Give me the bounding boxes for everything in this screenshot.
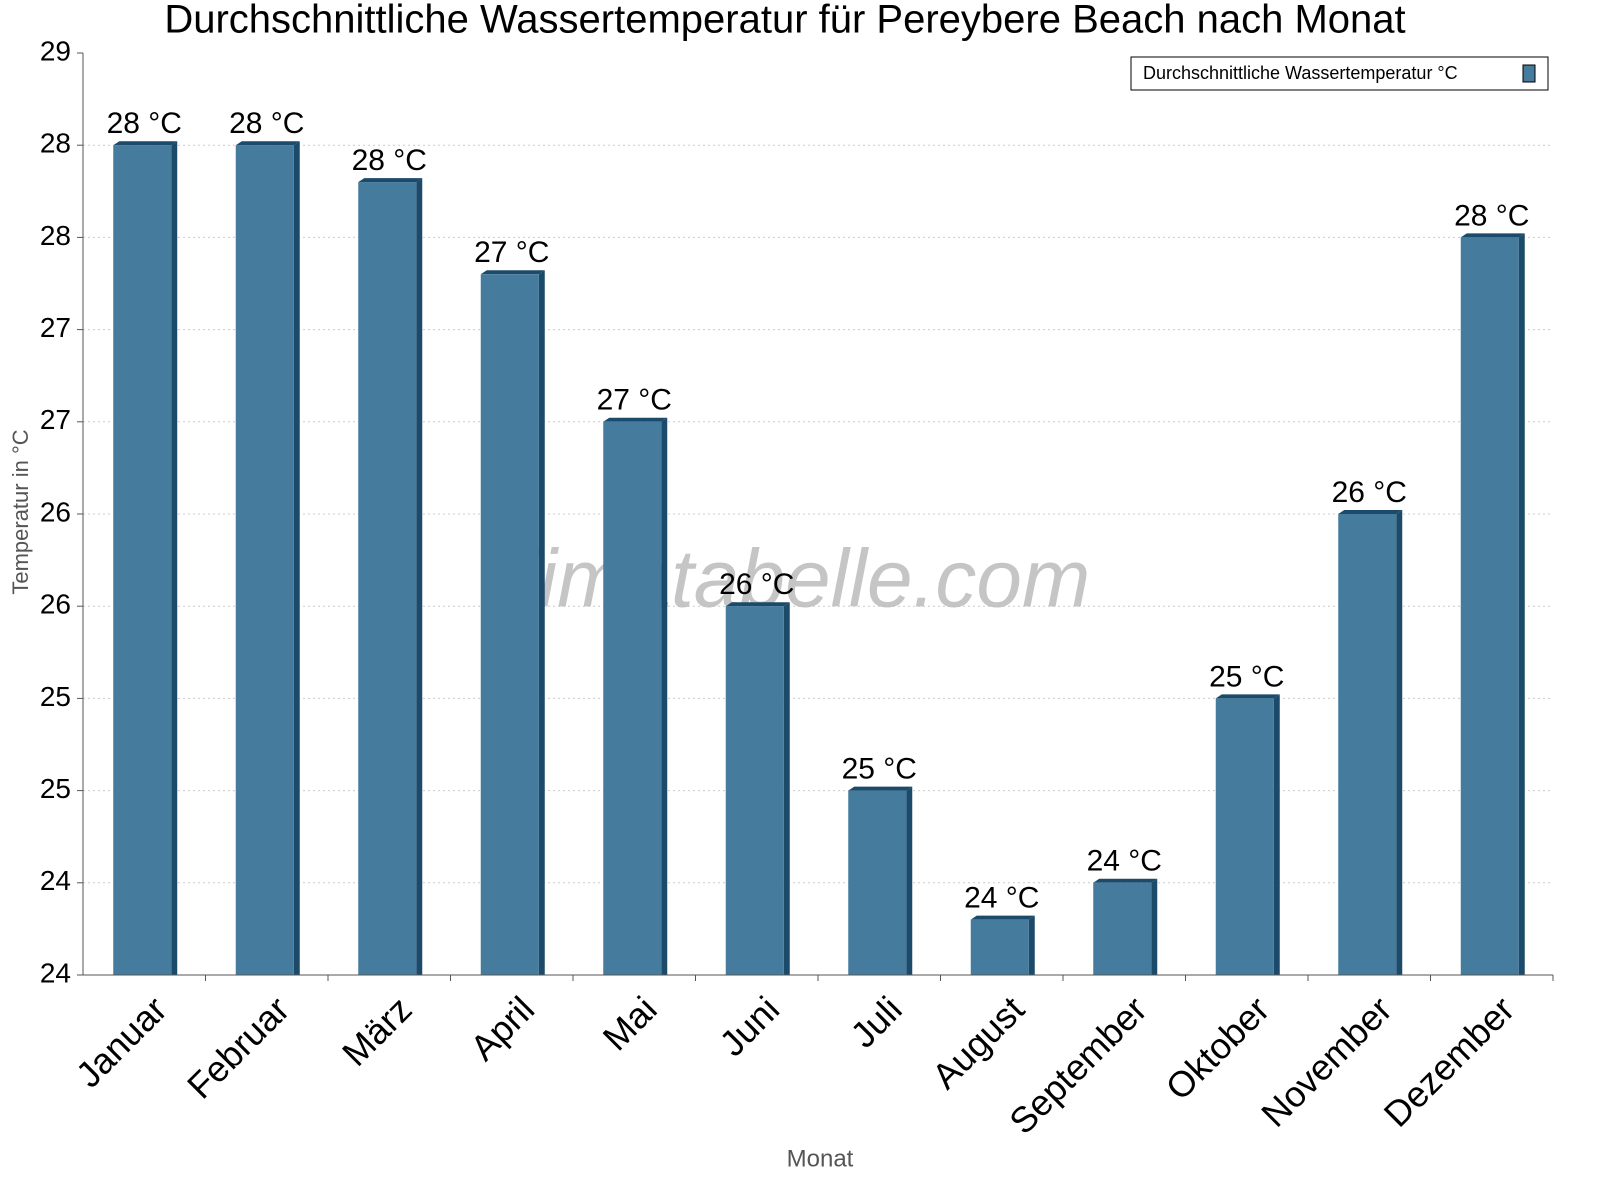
- x-tick-label: August: [924, 988, 1032, 1096]
- y-tick-label: 24: [40, 865, 71, 896]
- y-tick-label: 28: [40, 128, 71, 159]
- y-tick-label: 26: [40, 589, 71, 620]
- chart-title: Durchschnittliche Wassertemperatur für P…: [164, 0, 1405, 42]
- bar-top: [358, 178, 423, 183]
- bar-side: [1396, 510, 1403, 975]
- x-tick-label: Mai: [595, 988, 665, 1058]
- bar-top: [480, 270, 545, 275]
- legend-box: [1130, 56, 1549, 91]
- x-tick-label: Juli: [842, 988, 909, 1055]
- value-label: 28 °C: [1454, 199, 1529, 232]
- value-label: 26 °C: [719, 568, 794, 601]
- legend-swatch: [1522, 64, 1536, 83]
- x-tick-label: Dezember: [1376, 988, 1522, 1134]
- bar-side: [416, 178, 423, 975]
- bar-side: [1518, 233, 1525, 975]
- bar-top: [235, 141, 300, 146]
- bar: [235, 145, 294, 975]
- x-axis-label: Monat: [787, 1145, 854, 1172]
- bar-top: [113, 141, 178, 146]
- bar: [113, 145, 172, 975]
- legend-label: Durchschnittliche Wassertemperatur °C: [1143, 63, 1458, 83]
- y-tick-label: 25: [40, 773, 71, 804]
- value-label: 24 °C: [964, 882, 1039, 915]
- bar: [480, 274, 539, 975]
- bar-top: [603, 417, 668, 422]
- value-label: 24 °C: [1087, 845, 1162, 878]
- value-label: 28 °C: [229, 107, 304, 140]
- bar-side: [1151, 878, 1158, 975]
- bar: [1215, 698, 1274, 975]
- y-axis-label: Temperatur in °C: [8, 429, 33, 594]
- bar: [603, 421, 662, 975]
- bar-top: [970, 915, 1035, 920]
- value-label: 25 °C: [842, 753, 917, 786]
- bar-side: [171, 141, 178, 975]
- bar-side: [538, 270, 545, 975]
- bar-side: [1028, 915, 1035, 975]
- value-label: 26 °C: [1332, 476, 1407, 509]
- y-tick-label: 27: [40, 404, 71, 435]
- bar-top: [725, 602, 790, 607]
- bar: [1338, 514, 1397, 975]
- value-label: 28 °C: [107, 107, 182, 140]
- bar: [1460, 237, 1519, 975]
- bar-top: [1338, 510, 1403, 514]
- bar-side: [783, 602, 790, 975]
- value-label: 27 °C: [597, 384, 672, 417]
- bar-side: [1273, 694, 1280, 975]
- y-tick-label: 27: [40, 312, 71, 343]
- y-tick-label: 28: [40, 220, 71, 251]
- y-tick-label: 26: [40, 496, 71, 527]
- bar: [970, 919, 1029, 975]
- x-tick-label: Oktober: [1158, 988, 1278, 1108]
- y-tick-label: 29: [40, 35, 71, 66]
- bar-top: [1093, 878, 1158, 883]
- bar-top: [1460, 233, 1525, 238]
- bar-top: [1215, 694, 1280, 699]
- bar-top: [848, 786, 913, 791]
- y-tick-label: 24: [40, 957, 71, 988]
- y-tick-label: 25: [40, 681, 71, 712]
- bar: [358, 182, 417, 975]
- x-tick-label: November: [1253, 988, 1399, 1134]
- bar: [848, 790, 907, 975]
- x-tick-label: Juni: [711, 988, 787, 1064]
- value-label: 25 °C: [1209, 660, 1284, 693]
- bar-side: [661, 417, 668, 975]
- x-tick-label: Januar: [68, 988, 175, 1095]
- bar: [725, 606, 784, 975]
- x-tick-label: Februar: [179, 988, 297, 1106]
- x-tick-label: März: [334, 988, 420, 1074]
- bar: [1093, 882, 1152, 975]
- bar-side: [906, 786, 913, 975]
- value-label: 27 °C: [474, 236, 549, 269]
- bar-side: [293, 141, 300, 975]
- value-label: 28 °C: [352, 144, 427, 177]
- x-tick-label: April: [462, 988, 542, 1068]
